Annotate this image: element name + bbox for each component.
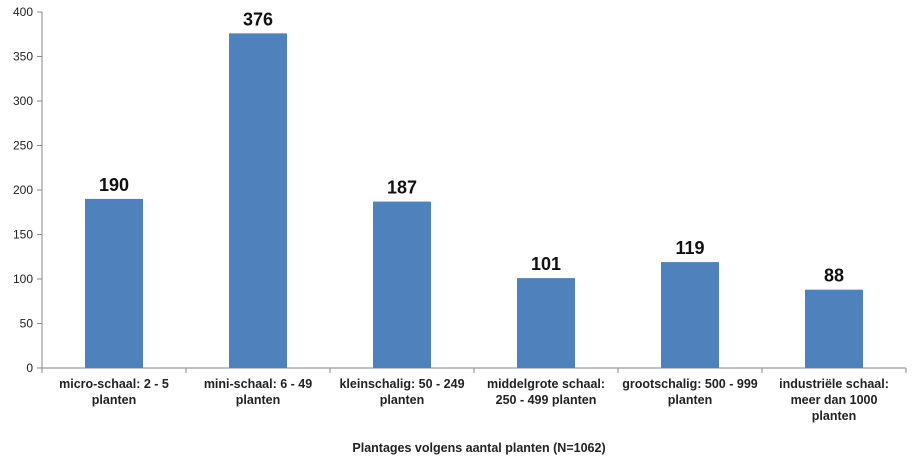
category-label-line: kleinschalig: 50 - 249	[339, 377, 464, 391]
category-label: mini-schaal: 6 - 49 planten	[204, 377, 312, 407]
y-tick-label: 350	[13, 50, 33, 64]
data-label: 119	[675, 238, 704, 258]
x-axis-title: Plantages volgens aantal planten (N=1062…	[352, 441, 605, 455]
bar	[229, 33, 287, 369]
bar	[805, 289, 863, 368]
category-label-line: middelgrote schaal:	[487, 377, 605, 391]
category-label-line: 250 - 499 planten	[496, 393, 597, 407]
y-tick-label: 100	[13, 272, 33, 286]
category-label-line: industriële schaal:	[779, 377, 889, 391]
category-label-line: micro-schaal: 2 - 5	[59, 377, 169, 391]
data-label: 190	[99, 175, 129, 195]
category-label: middelgrote schaal: 250 - 499 planten	[487, 377, 605, 407]
category-label-line: planten	[92, 393, 136, 407]
data-label: 88	[824, 266, 844, 286]
category-label-line: meer dan 1000	[791, 393, 878, 407]
data-labels: 190 376 187 101 119 88	[99, 9, 844, 285]
y-tick-label: 300	[13, 94, 33, 108]
data-label: 101	[531, 254, 561, 274]
y-axis: 0 50 100 150 200 250 300 350 400	[13, 5, 43, 375]
y-tick-label: 250	[13, 139, 33, 153]
category-label-line: mini-schaal: 6 - 49	[204, 377, 312, 391]
data-label: 376	[243, 9, 273, 29]
x-axis	[41, 367, 907, 373]
category-label-line: planten	[812, 409, 856, 423]
category-label: industriële schaal: meer dan 1000 planten	[779, 377, 889, 423]
y-tick-label: 400	[13, 5, 33, 19]
category-label-line: planten	[668, 393, 712, 407]
bar	[85, 198, 143, 368]
category-label-line: planten	[236, 393, 280, 407]
category-label: kleinschalig: 50 - 249 planten	[339, 377, 464, 407]
bar	[373, 201, 431, 368]
y-tick-label: 50	[20, 317, 34, 331]
y-tick-label: 150	[13, 228, 33, 242]
bar	[517, 278, 575, 368]
y-tick-label: 0	[26, 361, 33, 375]
category-label: micro-schaal: 2 - 5 planten	[59, 377, 169, 407]
category-label-line: planten	[380, 393, 424, 407]
category-label: grootschalig: 500 - 999 planten	[622, 377, 758, 407]
y-tick-label: 200	[13, 183, 33, 197]
category-label-line: grootschalig: 500 - 999	[622, 377, 758, 391]
bar	[661, 262, 719, 368]
bars	[85, 33, 863, 369]
data-label: 187	[387, 178, 417, 198]
